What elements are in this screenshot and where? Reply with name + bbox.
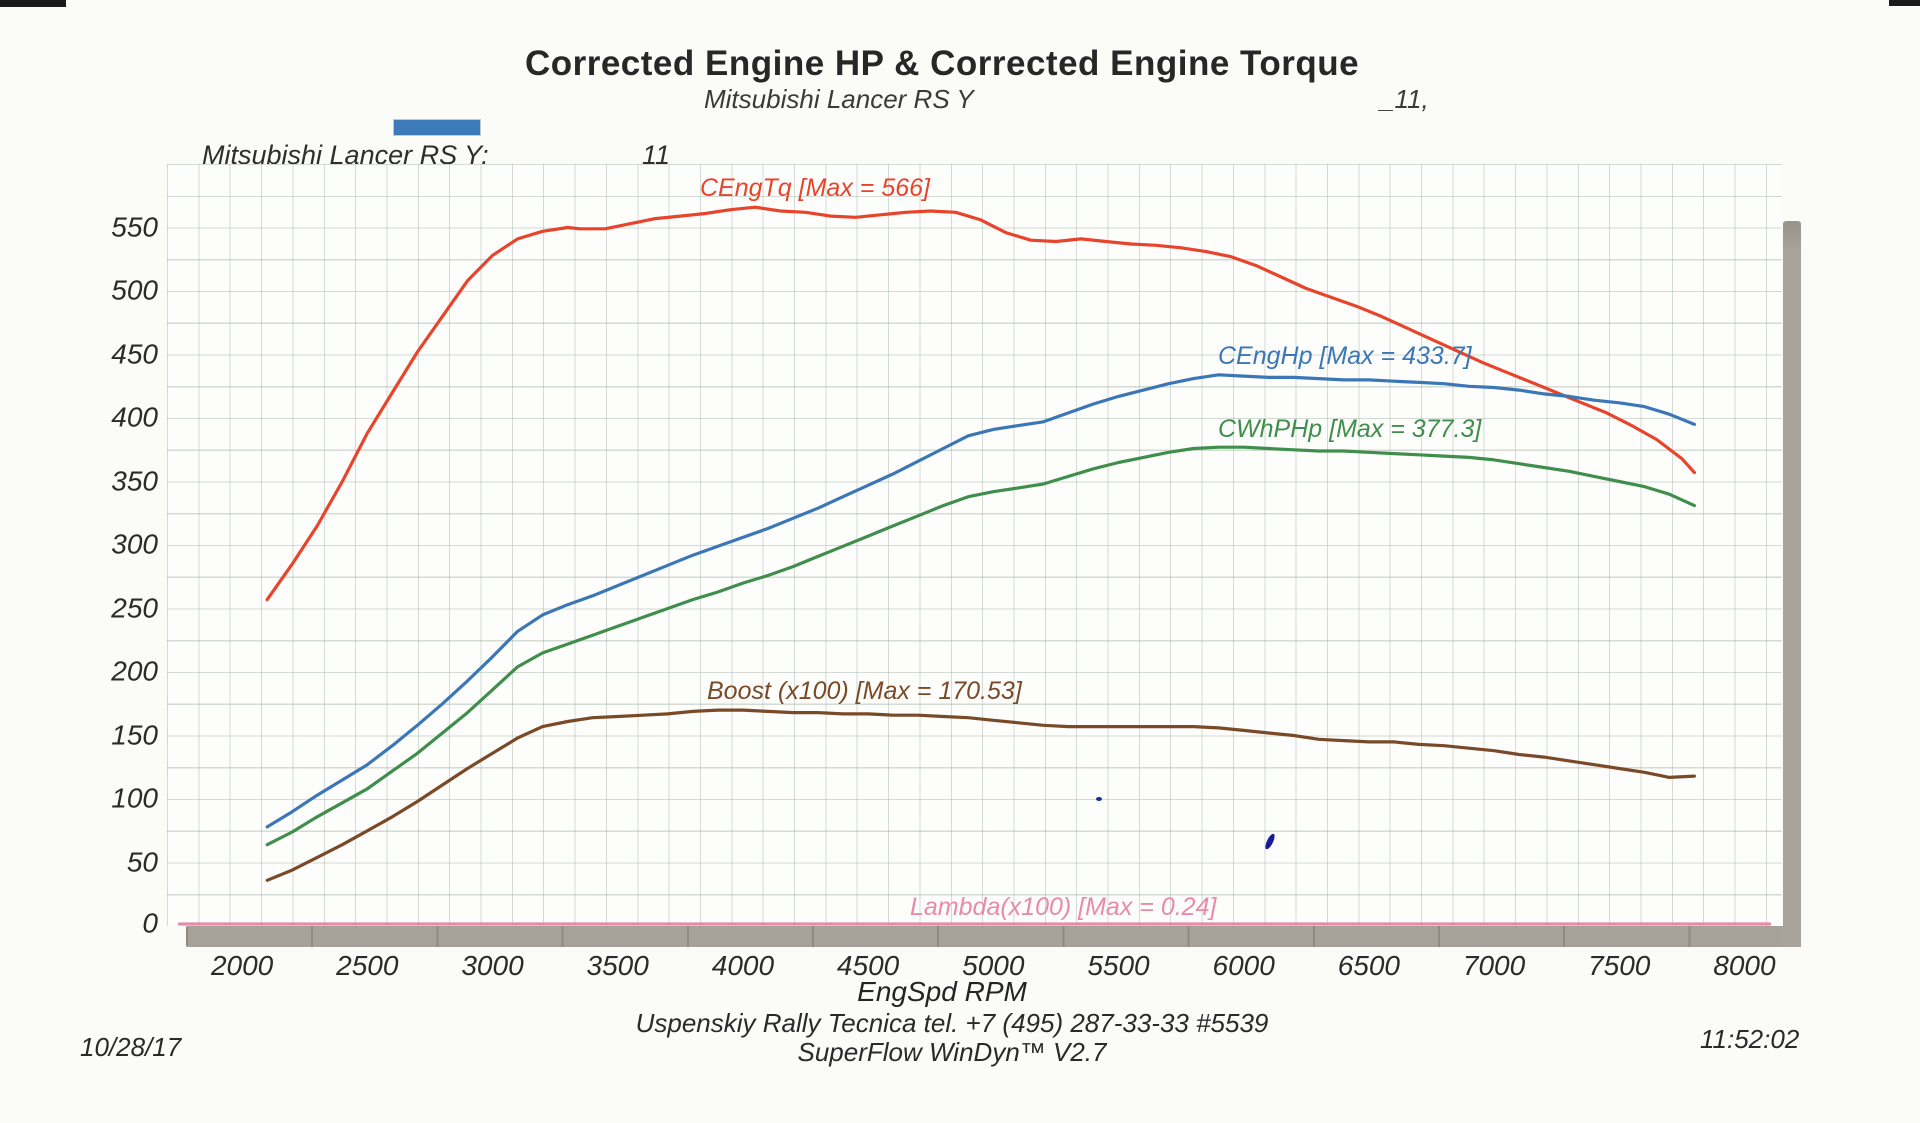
y-tick-label: 50 [126, 845, 158, 877]
y-tick-label: 250 [111, 591, 158, 623]
print-time: 11:52:02 [1700, 1024, 1800, 1054]
footer-shop-info: Uspenskiy Rally Tecnica tel. +7 (495) 28… [635, 1008, 1269, 1038]
x-axis-bar [186, 926, 1794, 947]
legend-swatch [394, 120, 480, 135]
scan-artifact-top-right [1889, 0, 1920, 6]
y-tick-label: 350 [111, 464, 158, 496]
y-tick-label: 500 [111, 274, 158, 306]
series-label-cengtq: CEngTq [Max = 566] [700, 174, 930, 202]
y-tick-label: 550 [111, 210, 158, 242]
series-line-cenghp [265, 373, 1697, 829]
page-title: Corrected Engine HP & Corrected Engine T… [524, 44, 1360, 83]
series-line-cwhphp [265, 445, 1697, 847]
x-tick-label: 3000 [461, 950, 524, 981]
x-tick-label: 2500 [336, 950, 399, 981]
y-tick-label: 300 [111, 528, 158, 560]
x-tick-label: 5000 [962, 950, 1025, 981]
y-tick-label: 0 [142, 907, 158, 939]
x-tick-label: 8000 [1713, 950, 1776, 981]
scan-artifact-top-left [0, 0, 66, 7]
subtitle-run-id: _11, [1380, 84, 1429, 114]
x-tick-label: 6500 [1337, 950, 1401, 981]
series-label-lambda: Lambda(x100) [Max = 0.24] [910, 893, 1217, 921]
series-label-boost: Boost (x100) [Max = 170.53] [707, 677, 1022, 705]
subtitle-vehicle: Mitsubishi Lancer RS Y [704, 84, 974, 114]
x-tick-label: 3500 [586, 950, 649, 981]
y-tick-label: 450 [111, 337, 158, 369]
x-tick-label: 4500 [836, 950, 900, 981]
x-tick-label: 4000 [711, 950, 775, 981]
footer-software: SuperFlow WinDyn™ V2.7 [797, 1037, 1107, 1067]
chart-canvas [177, 205, 1772, 926]
ink-speck [1096, 797, 1102, 801]
y-tick-label: 100 [111, 782, 158, 814]
x-tick-label: 7000 [1462, 950, 1526, 981]
scan-shadow-bar [1783, 221, 1801, 947]
x-tick-label: 6000 [1212, 950, 1275, 981]
series-label-cenghp: CEngHp [Max = 433.7] [1218, 342, 1472, 370]
series-label-cwhphp: CWhPHp [Max = 377.3] [1218, 415, 1482, 443]
y-tick-label: 200 [111, 655, 158, 687]
plot-area: CEngTq [Max = 566] CEngHp [Max = 433.7] … [167, 164, 1782, 926]
x-tick-label: 2000 [210, 950, 274, 981]
series-line-cengtq [265, 205, 1697, 602]
x-tick-label: 5500 [1087, 950, 1150, 981]
series-line-boost [265, 708, 1697, 882]
y-tick-label: 150 [111, 718, 158, 750]
x-tick-label: 7500 [1588, 950, 1651, 981]
x-axis-title: EngSpd RPM [857, 976, 1027, 1007]
y-tick-label: 400 [111, 401, 158, 433]
print-date: 10/28/17 [80, 1032, 182, 1062]
